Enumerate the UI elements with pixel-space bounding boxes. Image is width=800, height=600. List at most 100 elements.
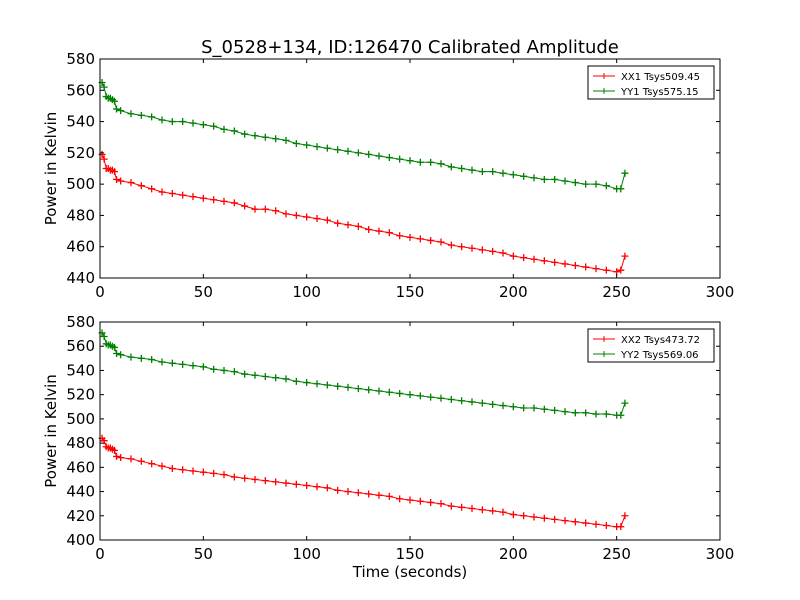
data-point [261,133,269,141]
data-point [323,381,331,389]
data-point [617,523,625,531]
data-point [189,362,197,370]
data-point [100,155,108,163]
data-point [520,404,528,412]
data-point [561,177,569,185]
data-point [458,165,466,172]
data-point [344,221,352,229]
x-tick-label: 0 [95,283,105,301]
data-point [478,246,486,254]
data-point [447,163,455,171]
data-point [344,488,352,496]
data-point [375,227,383,235]
data-point [509,511,517,519]
data-point [148,113,156,121]
data-point [617,411,625,419]
data-point [416,235,424,243]
data-point [437,160,445,168]
data-point [282,136,290,144]
data-point [199,468,207,476]
data-point [396,495,404,503]
data-point [230,368,238,376]
data-point [158,462,166,470]
data-point [110,343,118,351]
data-point [158,188,166,196]
data-point [592,520,600,528]
data-point [251,371,259,379]
y-tick-label: 440 [66,483,95,501]
data-point [210,365,218,373]
data-point [540,257,548,265]
data-point [179,118,187,126]
data-point [385,154,393,162]
y-tick-label: 460 [66,238,95,256]
data-point [458,243,466,251]
legend-label: YY2 Tsys569.06 [620,350,699,361]
legend-label: XX1 Tsys509.45 [621,72,700,83]
data-point [437,394,445,402]
data-point [499,508,507,516]
data-point [127,455,135,463]
data-point [365,386,373,394]
data-point [458,397,466,405]
data-point [334,486,342,494]
data-point [468,505,476,513]
data-point [158,358,166,366]
x-tick-label: 200 [499,283,528,301]
data-point [313,215,321,223]
data-point [110,446,118,454]
data-point [385,388,393,396]
data-point [272,478,280,486]
y-tick-label: 560 [66,337,95,355]
data-point [334,382,342,390]
x-tick-label: 150 [396,283,425,301]
data-point [241,202,249,210]
y-tick-label: 540 [66,361,95,379]
x-tick-label: 100 [292,283,321,301]
data-point [478,168,486,176]
top-panel: 0 50 100 150 200 250 300 440 460 480 500 520 540 560 5… [42,50,734,301]
data-point [110,97,118,105]
data-point [530,513,538,521]
data-point [561,408,569,416]
data-point [113,349,121,357]
data-point [230,127,238,135]
data-point [127,353,135,361]
data-point [592,180,600,188]
data-point [292,480,300,488]
data-point [261,205,269,213]
x-tick-label: 50 [194,545,213,563]
data-point [592,410,600,418]
data-point [303,213,311,221]
y-tick-label: 480 [66,206,95,224]
series-2 [98,329,629,419]
data-point [137,457,145,465]
data-point [396,232,404,240]
data-point [220,471,228,479]
data-point [179,466,187,474]
data-point [447,502,455,510]
data-point [189,119,197,127]
x-tick-label: 300 [706,545,735,563]
data-point [489,507,497,515]
data-point [148,185,156,193]
data-point [499,402,507,410]
data-point [427,498,435,506]
data-point [127,110,135,118]
data-point [571,261,579,269]
data-point [530,255,538,263]
data-point [272,374,280,382]
data-point [561,260,569,268]
data-point [540,175,548,183]
data-point [344,383,352,391]
data-point [251,475,259,483]
data-point [582,263,590,271]
data-point [210,122,218,130]
data-point [427,158,435,166]
data-point [582,180,590,188]
data-point [447,241,455,249]
data-point [582,519,590,527]
data-point [602,521,610,529]
data-point [551,406,559,414]
data-point [189,193,197,201]
